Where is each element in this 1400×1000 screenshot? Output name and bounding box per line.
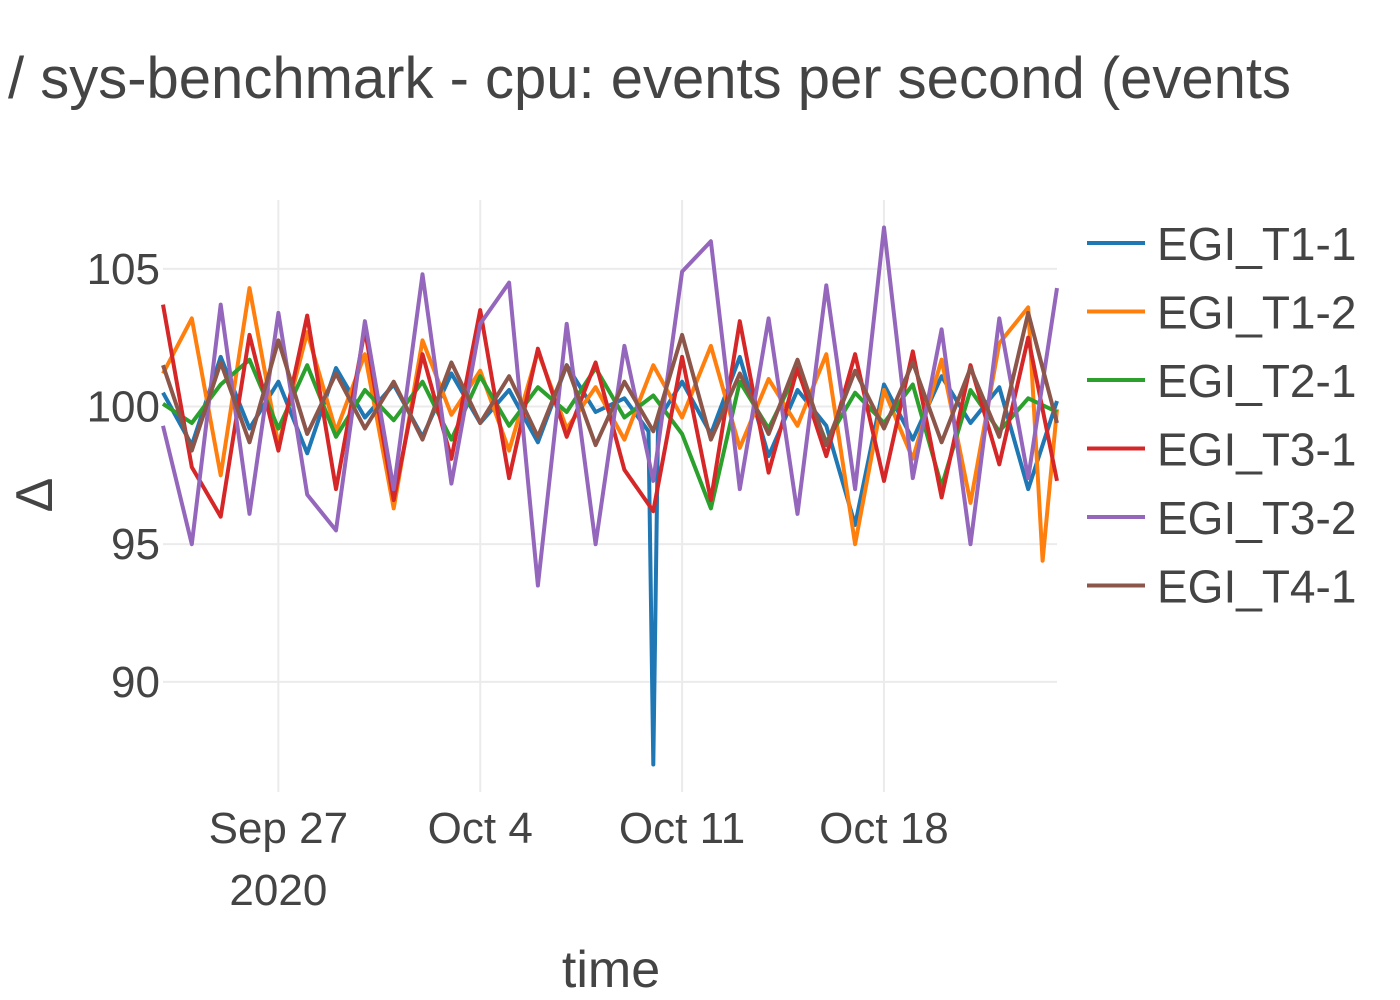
legend-label: EGI_T4-1 [1157,561,1356,613]
x-tick-label: Sep 27 [209,804,348,853]
series-line-egi-t2-1 [161,357,1058,511]
legend-item[interactable]: EGI_T1-1 [1087,218,1356,270]
y-axis-ticks: 90 95 100 105 [87,245,160,707]
legend-label: EGI_T3-2 [1157,492,1356,544]
x-tick-label: Oct 18 [819,804,949,853]
legend-item[interactable]: EGI_T1-2 [1087,287,1356,339]
legend: EGI_T1-1 EGI_T1-2 EGI_T2-1 EGI_T3-1 EGI_T3-2… [1087,218,1356,613]
y-tick-label: 105 [87,245,160,294]
chart-title: / sys-benchmark - cpu: events per second… [8,46,1291,111]
grid [163,200,1057,792]
x-axis-label: time [562,941,660,999]
legend-label: EGI_T3-1 [1157,424,1356,476]
y-axis-label: Δ [6,478,64,513]
series-line-egi-t3-2 [161,225,1059,588]
x-tick-label: Oct 4 [428,804,533,853]
legend-item[interactable]: EGI_T3-2 [1087,492,1356,544]
legend-label: EGI_T1-1 [1157,218,1356,270]
x-tick-label: Oct 11 [619,804,745,853]
y-tick-label: 100 [87,383,160,432]
legend-label: EGI_T1-2 [1157,287,1356,339]
y-tick-label: 90 [111,658,160,707]
x-axis-ticks: Sep 27 2020 Oct 4 Oct 11 Oct 18 [209,804,949,915]
legend-item[interactable]: EGI_T3-1 [1087,424,1356,476]
legend-item[interactable]: EGI_T4-1 [1087,561,1356,613]
series-line-egi-t4-1 [161,310,1059,453]
legend-item[interactable]: EGI_T2-1 [1087,355,1356,407]
y-tick-label: 95 [111,520,160,569]
x-tick-sublabel: 2020 [229,866,327,915]
plot-lines [161,225,1059,767]
legend-label: EGI_T2-1 [1157,355,1356,407]
